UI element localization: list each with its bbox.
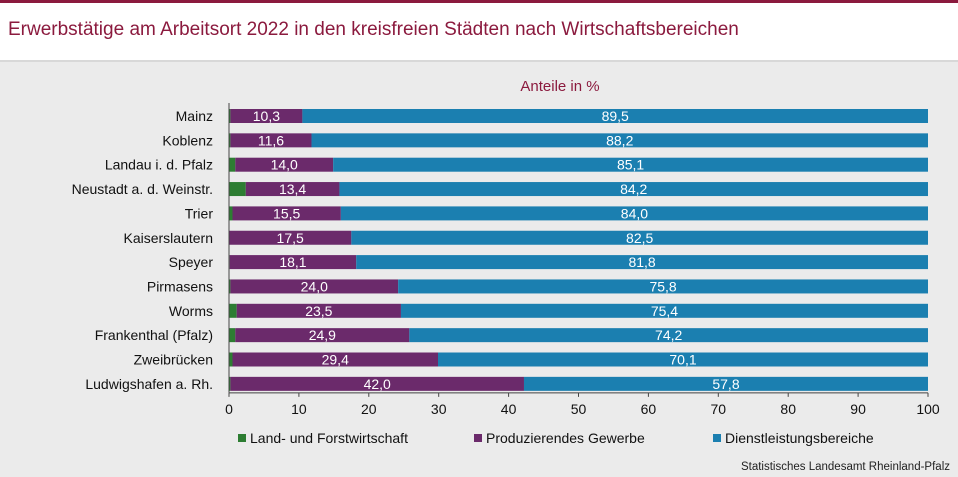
y-tick-label: Trier	[185, 205, 214, 221]
legend-swatch	[238, 434, 246, 442]
data-label: 75,8	[649, 278, 676, 294]
data-label: 23,5	[305, 303, 332, 319]
data-label: 29,4	[322, 352, 349, 368]
y-tick-label: Koblenz	[162, 132, 213, 148]
x-tick-label: 90	[850, 401, 866, 417]
bar-segment	[235, 157, 334, 172]
x-tick-label: 80	[780, 401, 796, 417]
bar-segment	[230, 133, 312, 148]
legend-swatch	[713, 434, 721, 442]
bar-segment	[302, 109, 928, 123]
data-label: 14,0	[271, 157, 298, 173]
chart-title: Erwerbstätige am Arbeitsort 2022 in den …	[8, 19, 739, 40]
y-tick-label: Ludwigshafen a. Rh.	[85, 376, 213, 392]
bar-segment	[229, 133, 231, 148]
bar-segment	[409, 328, 928, 343]
bar-segment	[229, 230, 352, 245]
bar-segment	[235, 328, 410, 343]
data-label: 42,0	[364, 376, 391, 392]
legend-label: Dienstleistungsbereiche	[725, 430, 874, 446]
data-label: 24,9	[309, 327, 336, 343]
y-tick-label: Mainz	[176, 108, 213, 124]
x-tick-label: 60	[641, 401, 657, 417]
y-tick-label: Kaiserslautern	[124, 230, 214, 246]
bar-segment	[236, 303, 401, 318]
bar-segment	[400, 303, 929, 318]
data-label: 88,2	[606, 132, 633, 148]
data-label: 82,5	[626, 230, 653, 246]
x-tick-label: 50	[571, 401, 587, 417]
data-label: 11,6	[258, 132, 284, 148]
legend-label: Produzierendes Gewerbe	[486, 430, 645, 446]
data-label: 81,8	[628, 254, 655, 270]
bar-segment	[229, 352, 233, 367]
legend-label: Land- und Forstwirtschaft	[250, 430, 408, 446]
bar-segment	[229, 157, 236, 172]
bar-segment	[229, 279, 231, 294]
bar-segment	[232, 352, 439, 367]
data-label: 84,0	[621, 205, 648, 221]
data-label: 84,2	[620, 181, 647, 197]
source-note: Statistisches Landesamt Rheinland-Pfalz	[740, 461, 950, 473]
bar-segment	[229, 182, 246, 197]
bar-segment	[398, 279, 929, 294]
x-tick-label: 40	[501, 401, 517, 417]
y-tick-label: Pirmasens	[147, 278, 213, 294]
data-label: 18,1	[279, 254, 306, 270]
data-label: 85,1	[617, 157, 644, 173]
x-tick-label: 70	[711, 401, 727, 417]
bar-segment	[311, 133, 928, 148]
data-label: 17,5	[277, 230, 304, 246]
bar-segment	[232, 206, 341, 221]
chart-panel	[0, 62, 958, 477]
data-label: 89,5	[602, 108, 629, 124]
y-tick-label: Worms	[169, 303, 213, 319]
data-label: 57,8	[712, 376, 739, 392]
x-tick-label: 0	[225, 401, 233, 417]
chart-subtitle: Anteile in %	[520, 78, 599, 95]
y-tick-label: Landau i. d. Pfalz	[105, 157, 213, 173]
bar-segment	[229, 109, 231, 123]
y-tick-label: Frankenthal (Pfalz)	[95, 327, 213, 343]
bar-segment	[230, 376, 524, 391]
bar-segment	[438, 352, 928, 367]
bar-segment	[340, 206, 929, 221]
bar-segment	[229, 206, 233, 221]
bar-segment	[229, 255, 357, 270]
y-tick-label: Zweibrücken	[134, 352, 213, 368]
bar-segment	[351, 230, 928, 245]
bar-segment	[229, 328, 236, 343]
title-separator	[0, 60, 958, 62]
x-tick-label: 20	[361, 401, 377, 417]
data-label: 24,0	[301, 278, 328, 294]
y-tick-label: Neustadt a. d. Weinstr.	[72, 181, 213, 197]
data-label: 13,4	[279, 181, 306, 197]
x-tick-label: 30	[431, 401, 447, 417]
top-rule	[0, 0, 958, 3]
legend-swatch	[474, 434, 482, 442]
y-tick-label: Speyer	[169, 254, 214, 270]
data-label: 10,3	[253, 108, 280, 124]
bar-segment	[245, 182, 340, 197]
x-tick-label: 100	[916, 401, 940, 417]
data-label: 70,1	[669, 352, 696, 368]
bar-segment	[356, 255, 928, 270]
bar-segment	[333, 157, 928, 172]
bar-segment	[523, 376, 928, 391]
bar-segment	[230, 109, 303, 123]
data-label: 15,5	[273, 205, 300, 221]
data-label: 74,2	[655, 327, 682, 343]
bar-segment	[229, 303, 237, 318]
x-tick-label: 10	[291, 401, 307, 417]
data-label: 75,4	[651, 303, 678, 319]
bar-segment	[229, 376, 231, 391]
bar-segment	[230, 279, 399, 294]
bar-segment	[339, 182, 928, 197]
